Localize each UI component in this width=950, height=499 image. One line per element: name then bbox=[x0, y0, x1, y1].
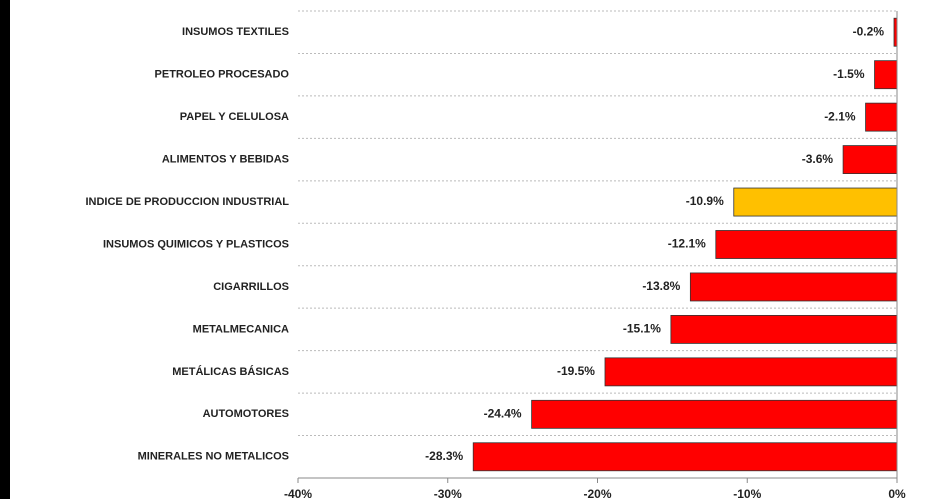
x-tick-label: 0% bbox=[888, 487, 906, 499]
bar bbox=[531, 399, 898, 429]
value-label: -3.6% bbox=[802, 152, 834, 166]
x-tick-label: -10% bbox=[733, 487, 761, 499]
y-tick-label: METALMECANICA bbox=[193, 323, 289, 335]
y-tick-label: INSUMOS TEXTILES bbox=[182, 26, 289, 38]
y-tick-label: CIGARRILLOS bbox=[213, 281, 289, 293]
x-tick-label: -20% bbox=[583, 487, 611, 499]
bar bbox=[715, 230, 898, 259]
value-label: -19.5% bbox=[557, 364, 595, 378]
y-tick-label: AUTOMOTORES bbox=[203, 408, 289, 420]
y-tick-label: PETROLEO PROCESADO bbox=[155, 69, 290, 81]
bar bbox=[874, 60, 898, 90]
value-label: -1.5% bbox=[833, 67, 865, 81]
bar bbox=[842, 145, 898, 175]
y-tick-label: PAPEL Y CELULOSA bbox=[180, 111, 289, 123]
y-tick-label: INDICE DE PRODUCCION INDUSTRIAL bbox=[85, 196, 289, 208]
bar bbox=[472, 442, 898, 472]
value-label: -12.1% bbox=[668, 237, 706, 251]
value-label: -2.1% bbox=[824, 109, 856, 123]
bar bbox=[865, 102, 898, 132]
y-tick-label: MINERALES NO METALICOS bbox=[138, 451, 289, 463]
left-edge bbox=[0, 0, 10, 499]
y-tick-label: METÁLICAS BÁSICAS bbox=[172, 365, 289, 378]
y-tick-label: INSUMOS QUIMICOS Y PLASTICOS bbox=[103, 238, 289, 250]
x-tick-label: -40% bbox=[284, 487, 312, 499]
value-label: -28.3% bbox=[425, 449, 463, 463]
x-tick-label: -30% bbox=[434, 487, 462, 499]
y-tick-label: ALIMENTOS Y BEBIDAS bbox=[162, 153, 289, 165]
bar bbox=[689, 272, 898, 302]
value-label: -13.8% bbox=[642, 279, 680, 293]
bar bbox=[604, 357, 898, 387]
value-label: -24.4% bbox=[484, 406, 522, 420]
value-label: -15.1% bbox=[623, 322, 661, 336]
value-label: -10.9% bbox=[686, 194, 724, 208]
value-label: -0.2% bbox=[853, 24, 885, 38]
bar bbox=[670, 314, 898, 344]
bar bbox=[733, 187, 898, 217]
